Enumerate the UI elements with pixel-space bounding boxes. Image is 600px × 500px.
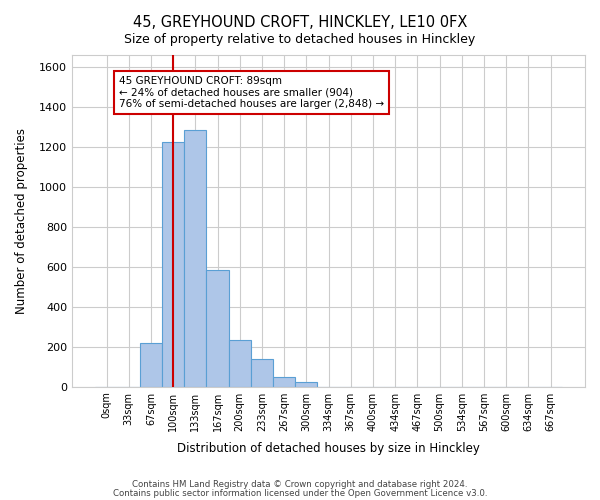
Bar [206, 270, 229, 386]
Bar [229, 340, 251, 386]
Bar [295, 382, 317, 386]
Bar [162, 142, 184, 386]
Text: 45 GREYHOUND CROFT: 89sqm
← 24% of detached houses are smaller (904)
76% of semi: 45 GREYHOUND CROFT: 89sqm ← 24% of detac… [119, 76, 384, 109]
Text: Size of property relative to detached houses in Hinckley: Size of property relative to detached ho… [124, 32, 476, 46]
Bar [251, 358, 273, 386]
Bar [273, 376, 295, 386]
Text: Contains public sector information licensed under the Open Government Licence v3: Contains public sector information licen… [113, 488, 487, 498]
Text: Contains HM Land Registry data © Crown copyright and database right 2024.: Contains HM Land Registry data © Crown c… [132, 480, 468, 489]
Bar [140, 342, 162, 386]
Text: 45, GREYHOUND CROFT, HINCKLEY, LE10 0FX: 45, GREYHOUND CROFT, HINCKLEY, LE10 0FX [133, 15, 467, 30]
Bar [184, 130, 206, 386]
X-axis label: Distribution of detached houses by size in Hinckley: Distribution of detached houses by size … [177, 442, 480, 455]
Y-axis label: Number of detached properties: Number of detached properties [15, 128, 28, 314]
